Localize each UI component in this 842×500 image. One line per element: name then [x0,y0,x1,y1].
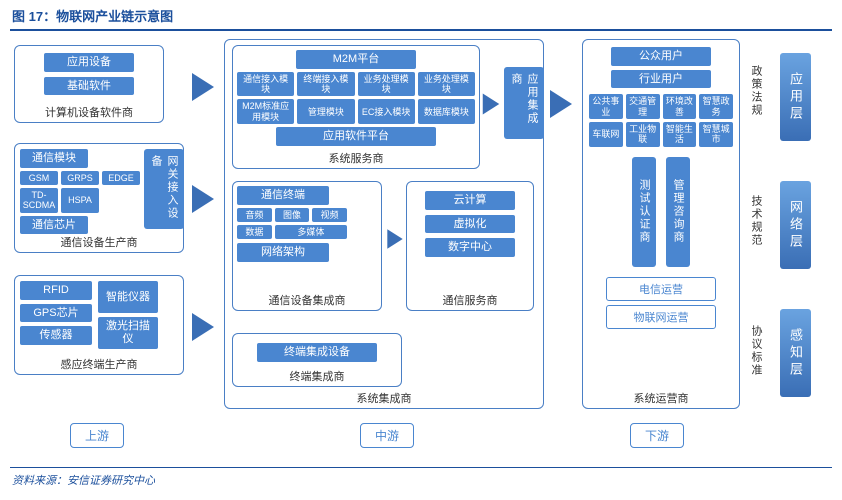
chip-data: 数据 [237,225,272,239]
chip-gps: GPS芯片 [20,304,92,323]
chip-net-arch: 网络架构 [237,243,329,262]
chip-comm-chip: 通信芯片 [20,216,88,235]
chip-term-equip: 终端集成设备 [257,343,377,362]
arrow-icon [387,229,402,249]
chip-dc: 数字中心 [425,238,515,257]
chip-m2m-7: 数据库模块 [418,99,475,124]
source-line: 资料来源：安信证券研究中心 [0,468,842,492]
chip-rfid: RFID [20,281,92,300]
chip-gsm: GSM [20,171,58,185]
chip-image: 图像 [275,208,310,222]
label-system-service: 系统服务商 [233,150,479,166]
chip-ind-6: 智能生活 [663,122,697,147]
chip-m2m-5: 管理模块 [297,99,354,124]
arrow-icon [483,94,500,115]
chip-m2m-1: 终端接入模块 [297,72,354,97]
arrow-icon [192,185,214,213]
label-terminal-integrator: 终端集成商 [233,368,401,384]
group-terminal-integrator: 终端集成设备 终端集成商 [232,333,402,387]
label-comm-integrator: 通信设备集成商 [233,292,381,308]
group-sensor-vendor: RFID GPS芯片 传感器 智能仪器 激光扫描仪 感应终端生产商 [14,275,184,375]
chip-m2m-4: M2M标准应用模块 [237,99,294,124]
badge-upstream: 上游 [70,423,124,448]
chip-instrument: 智能仪器 [98,281,158,313]
chip-m2m-0: 通信接入模块 [237,72,294,97]
label-computer-vendor: 计算机设备软件商 [15,104,163,120]
arrow-icon [192,313,214,341]
chip-mgmt-consult: 管理咨询商 [666,157,690,267]
chip-m2m-6: EC接入模块 [358,99,415,124]
chip-cloud: 云计算 [425,191,515,210]
layer-app: 应用层 [780,53,811,141]
group-system-service: M2M平台 通信接入模块 终端接入模块 业务处理模块 业务处理模块 M2M标准应… [232,45,480,169]
title-prefix: 图 17： [12,9,56,24]
chip-ind-4: 车联网 [589,122,623,147]
chip-video: 视频 [312,208,347,222]
group-comm-integrator: 通信终端 音频 图像 视频 数据 多媒体 网络架构 通信设备集成商 [232,181,382,311]
label-comm-vendor: 通信设备生产商 [15,234,183,250]
label-system-integrator: 系统集成商 [225,390,543,406]
top-rule [10,29,832,31]
chip-m2m-2: 业务处理模块 [358,72,415,97]
side-tech: 技术规范 [748,195,764,247]
group-system-operator: 公众用户 行业用户 公共事业 交通管理 环境改善 智慧政务 车联网 工业物联 智… [582,39,740,409]
layer-net: 网络层 [780,181,811,269]
chip-multimedia: 多媒体 [275,225,347,239]
badge-downstream: 下游 [630,423,684,448]
chip-gateway: 网关接入设备 [144,149,184,229]
chip-app-integrator: 应用集成商 [504,67,544,139]
chip-edge: EDGE [102,171,140,185]
diagram-canvas: APP 应用设备 基础软件 计算机设备软件商 通信模块 GSM GRPS EDG… [10,35,830,465]
chip-industry-user: 行业用户 [611,70,711,89]
chip-public-user: 公众用户 [611,47,711,66]
chip-audio: 音频 [237,208,272,222]
chip-ind-0: 公共事业 [589,94,623,119]
chip-tdscdma: TD-SCDMA [20,188,58,213]
figure-title: 图 17：物联网产业链示意图 [0,0,842,29]
chip-hspa: HSPA [61,188,99,213]
chip-app-platform: 应用软件平台 [276,127,436,146]
group-comm-service: 云计算 虚拟化 数字中心 通信服务商 [406,181,534,311]
chip-ind-2: 环境改善 [663,94,697,119]
label-system-operator: 系统运营商 [583,390,739,406]
arrow-icon [192,73,214,101]
chip-base-software: 基础软件 [44,77,134,96]
chip-sensor: 传感器 [20,326,92,345]
arrow-icon [550,90,572,118]
label-comm-service: 通信服务商 [407,292,533,308]
group-comm-vendor: 通信模块 GSM GRPS EDGE TD-SCDMA HSPA 通信芯片 网关… [14,143,184,253]
layer-sense: 感知层 [780,309,811,397]
label-sensor-vendor: 感应终端生产商 [15,356,183,372]
chip-comm-terminal: 通信终端 [237,186,329,205]
chip-app-device: 应用设备 [44,53,134,72]
chip-comm-module: 通信模块 [20,149,88,168]
title-text: 物联网产业链示意图 [56,9,173,24]
chip-virtual: 虚拟化 [425,215,515,234]
source-text: 安信证券研究中心 [67,475,155,487]
chip-grps: GRPS [61,171,99,185]
chip-iot-op: 物联网运营 [606,305,716,329]
chip-telecom-op: 电信运营 [606,277,716,301]
source-prefix: 资料来源： [12,475,67,487]
chip-ind-7: 智慧城市 [699,122,733,147]
chip-ind-1: 交通管理 [626,94,660,119]
chip-m2m-3: 业务处理模块 [418,72,475,97]
side-policy: 政策法规 [748,65,764,117]
chip-ind-5: 工业物联 [626,122,660,147]
chip-test-cert: 测试认证商 [632,157,656,267]
badge-midstream: 中游 [360,423,414,448]
side-proto: 协议标准 [748,325,764,377]
group-computer-vendor: 应用设备 基础软件 计算机设备软件商 [14,45,164,123]
chip-m2m-title: M2M平台 [296,50,416,69]
chip-ind-3: 智慧政务 [699,94,733,119]
chip-scanner: 激光扫描仪 [98,317,158,349]
